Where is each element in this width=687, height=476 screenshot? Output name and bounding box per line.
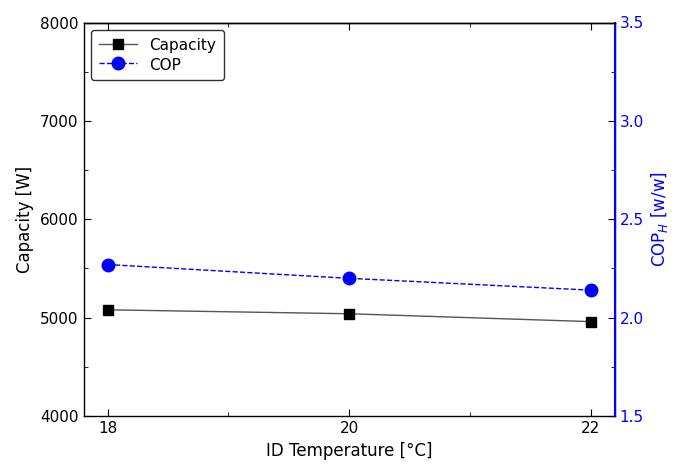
COP: [587, 288, 595, 293]
Line: COP: COP: [102, 258, 597, 297]
X-axis label: ID Temperature [°C]: ID Temperature [°C]: [266, 442, 432, 459]
Y-axis label: COP$_H$ [w/w]: COP$_H$ [w/w]: [649, 171, 671, 267]
Legend: Capacity, COP: Capacity, COP: [91, 30, 224, 80]
Capacity: [345, 311, 353, 317]
COP: [104, 262, 112, 268]
Capacity: [587, 319, 595, 325]
Y-axis label: Capacity [W]: Capacity [W]: [16, 166, 34, 273]
Line: Capacity: Capacity: [103, 305, 596, 327]
Capacity: [104, 307, 112, 313]
COP: [345, 276, 353, 281]
